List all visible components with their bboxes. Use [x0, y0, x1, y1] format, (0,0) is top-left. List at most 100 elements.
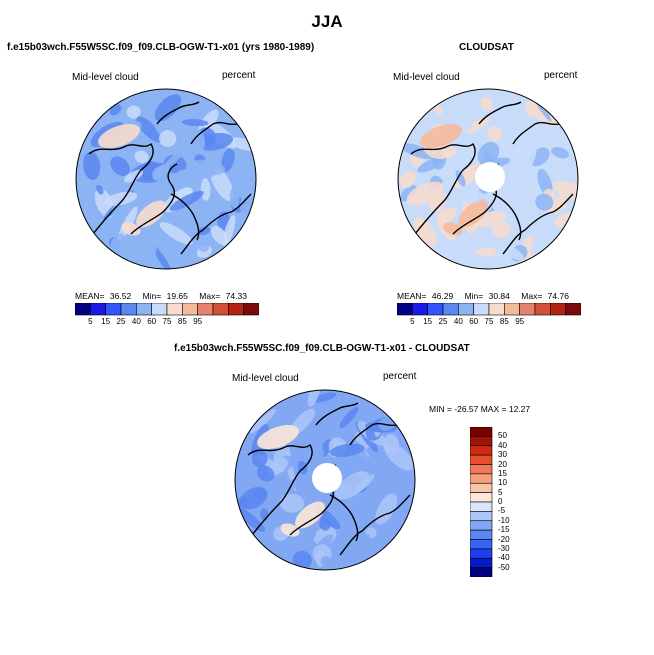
colorbar-tick-label: 30 [498, 450, 507, 460]
field-warm-patch [136, 200, 166, 228]
obs-max-label: Max= [521, 291, 543, 301]
field-warm-patch [295, 501, 325, 529]
field-patch [491, 220, 511, 239]
colorbar-tick-label: 50 [498, 431, 507, 441]
colorbar-tick-label: 75 [484, 317, 494, 326]
field-patch [537, 211, 557, 223]
field-patch [378, 416, 396, 431]
colorbar-tick-label: -50 [498, 562, 510, 572]
polar-data-gap [312, 463, 342, 493]
colorbar-swatch [470, 454, 493, 465]
obs-panel-title: CLOUDSAT [459, 42, 514, 53]
field-patch [417, 156, 446, 173]
field-patch [134, 150, 149, 164]
season-title: JJA [311, 12, 343, 31]
field-patch [159, 130, 177, 147]
colorbar-swatch [470, 548, 493, 559]
colorbar-tick-label: 75 [162, 317, 172, 326]
model-mean-value: 36.52 [109, 291, 132, 301]
diff-units-label: percent [383, 371, 417, 382]
field-patch [222, 215, 236, 247]
field-patch [256, 465, 275, 482]
field-patch [329, 443, 365, 457]
colorbar-swatch [504, 303, 520, 316]
colorbar-tick-label: -30 [498, 543, 510, 553]
colorbar-tick-label: 10 [498, 478, 507, 488]
field-patch [524, 143, 537, 171]
colorbar-swatch [470, 492, 493, 503]
field-patch [477, 141, 500, 166]
colorbar-swatch [90, 303, 106, 316]
colorbar-swatch [228, 303, 244, 316]
field-patch [400, 143, 435, 160]
field-patch [307, 390, 321, 407]
field-patch [553, 181, 578, 201]
field-patch [459, 234, 473, 247]
diff-polar-map [234, 389, 416, 571]
colorbar-tick-label: 40 [453, 317, 463, 326]
colorbar-tick-label: 25 [438, 317, 448, 326]
colorbar-swatch [197, 303, 214, 316]
colorbar-swatch [397, 303, 413, 316]
field-patch [197, 226, 211, 236]
coastline [329, 494, 359, 542]
colorbar-swatch [75, 303, 91, 316]
colorbar-tick-label: -10 [498, 515, 510, 525]
field-patch [306, 526, 317, 538]
colorbar-tick-label: 60 [147, 317, 157, 326]
diff-field-label: Mid-level cloud [232, 373, 299, 384]
coastline [478, 101, 522, 125]
coastline [410, 142, 476, 235]
colorbar-swatch [212, 303, 229, 316]
colorbar-swatch [427, 303, 444, 316]
field-patch [229, 186, 240, 209]
field-patch [169, 190, 204, 211]
colorbar-swatch [488, 303, 505, 316]
colorbar-swatch [519, 303, 536, 316]
model-max-value: 74.33 [225, 291, 247, 301]
model-units-label: percent [222, 70, 256, 81]
field-patch [189, 159, 226, 176]
field-patch [239, 486, 268, 510]
map-boundary [234, 389, 416, 571]
coastline [180, 193, 252, 255]
field-patch [110, 233, 125, 250]
model-min-label: Min= [142, 291, 162, 301]
map-boundary [397, 88, 579, 270]
field-patch [383, 434, 399, 454]
field-patch [104, 191, 138, 206]
colorbar-swatch [470, 567, 493, 577]
colorbar-swatch [470, 445, 493, 456]
colorbar-swatch [120, 303, 137, 316]
colorbar-swatch [166, 303, 183, 316]
model-min-value: 19.65 [166, 291, 188, 301]
colorbar-swatch [105, 303, 122, 316]
coastline [88, 142, 154, 235]
field-patch [335, 508, 352, 528]
colorbar-swatch [470, 501, 493, 512]
colorbar-swatch [470, 464, 493, 475]
colorbar-swatch [470, 511, 493, 522]
colorbar-swatch [243, 303, 259, 316]
obs-min-value: 30.84 [488, 291, 510, 301]
colorbar-swatch [470, 557, 493, 568]
colorbar-tick-label: 0 [498, 497, 503, 506]
field-patch [378, 474, 401, 492]
field-patch [190, 127, 205, 153]
obs-min-label: Min= [464, 291, 484, 301]
coastline [502, 193, 574, 255]
field-warm-patch [420, 123, 462, 149]
colorbar-swatch [151, 303, 168, 316]
field-patch [351, 533, 371, 570]
colorbar-tick-label: 20 [498, 459, 507, 469]
field-patch [320, 556, 340, 570]
field-patch [200, 178, 211, 201]
field-patch [495, 247, 511, 265]
field-patch [400, 185, 417, 202]
field-patch [221, 148, 235, 172]
field-patch [535, 193, 554, 211]
model-stats: MEAN= 36.52 Min= 19.65 Max= 74.33 [75, 291, 247, 301]
colorbar-tick-label: -20 [498, 534, 510, 544]
coastline [170, 193, 200, 241]
colorbar-tick-label: 5 [410, 317, 415, 326]
